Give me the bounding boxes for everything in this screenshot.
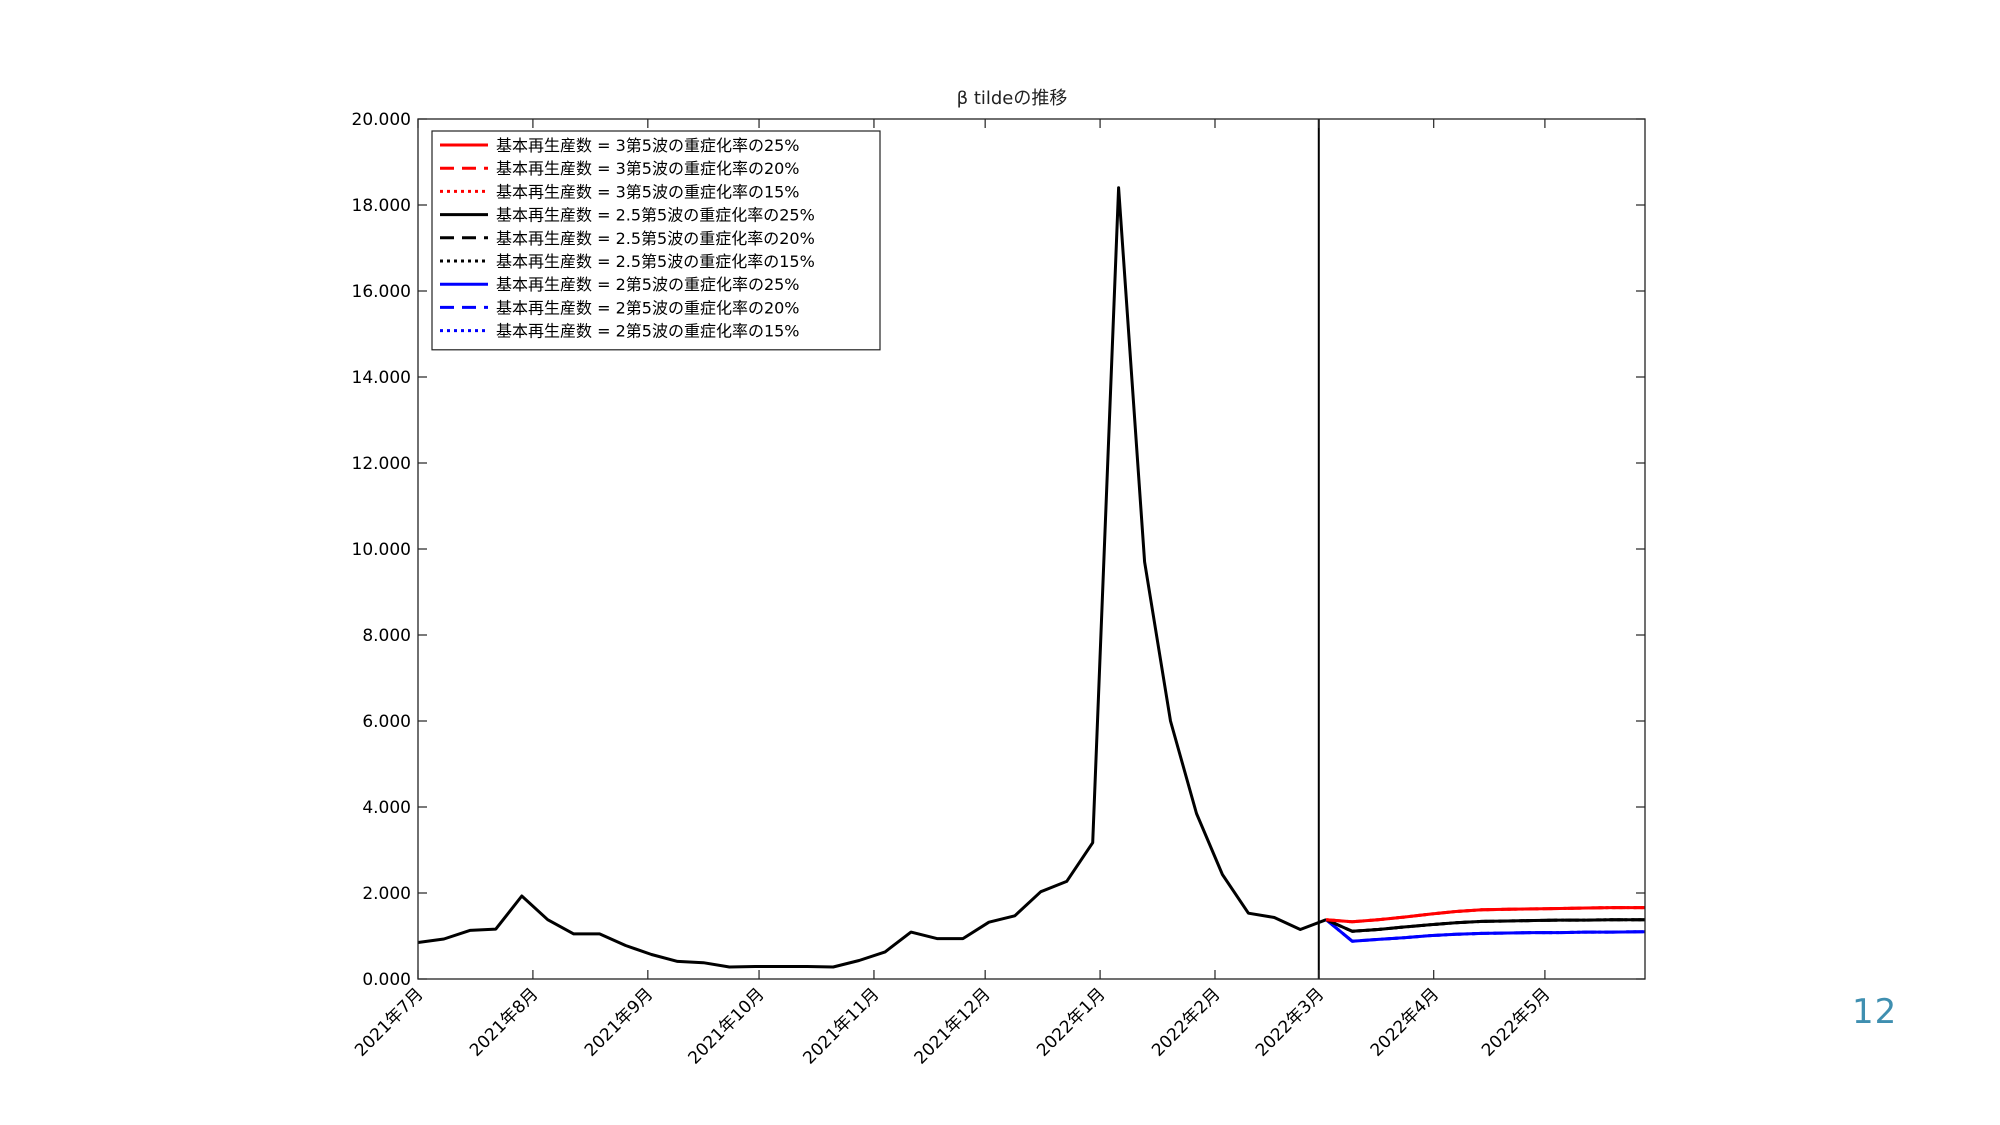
chart-title: β tildeの推移 [957, 88, 1068, 109]
y-tick-label-6: 12.000 [352, 454, 411, 474]
x-tick-label-0: 2021年7月 [351, 984, 427, 1060]
x-tick-label-4: 2021年11月 [799, 984, 883, 1068]
legend-label-1: 基本再生産数 = 3第5波の重症化率の25% [496, 136, 800, 155]
y-tick-label-9: 18.000 [352, 196, 411, 216]
y-tick-label-10: 20.000 [352, 110, 411, 130]
x-tick-label-8: 2022年3月 [1252, 984, 1328, 1060]
x-tick-label-2: 2021年9月 [581, 984, 657, 1060]
y-tick-label-4: 8.000 [362, 626, 411, 646]
x-tick-label-9: 2022年4月 [1367, 984, 1443, 1060]
y-tick-label-5: 10.000 [352, 540, 411, 560]
legend-label-7: 基本再生産数 = 2第5波の重症化率の25% [496, 275, 800, 294]
x-tick-label-6: 2022年1月 [1033, 984, 1109, 1060]
x-tick-label-5: 2021年12月 [911, 984, 995, 1068]
x-tick-label-1: 2021年8月 [466, 984, 542, 1060]
legend-box [431, 130, 881, 351]
legend-label-9: 基本再生産数 = 2第5波の重症化率の15% [496, 322, 800, 341]
legend-label-2: 基本再生産数 = 3第5波の重症化率の20% [496, 159, 800, 178]
forecast-line-4 [1325, 918, 1645, 933]
x-tick-label-10: 2022年5月 [1478, 984, 1554, 1060]
legend-label-3: 基本再生産数 = 3第5波の重症化率の15% [496, 182, 800, 201]
legend-label-4: 基本再生産数 = 2.5第5波の重症化率の25% [496, 206, 815, 225]
y-tick-label-3: 6.000 [362, 712, 411, 732]
legend-label-5: 基本再生産数 = 2.5第5波の重症化率の20% [496, 229, 815, 248]
legend-label-8: 基本再生産数 = 2第5波の重症化率の20% [496, 298, 800, 317]
page-number: 12 [1852, 992, 1898, 1032]
legend-label-6: 基本再生産数 = 2.5第5波の重症化率の15% [496, 252, 815, 271]
forecast-line-1 [1326, 906, 1645, 924]
plot-area [417, 119, 1646, 979]
legend: 基本再生産数 = 3第5波の重症化率の25% 基本再生産数 = 3第5波の重症化率… [431, 130, 881, 351]
y-tick-label-2: 4.000 [362, 798, 411, 818]
forecast-line-7 [1325, 918, 1646, 943]
y-tick-label-1: 2.000 [362, 884, 411, 904]
y-tick-label-8: 16.000 [352, 282, 411, 302]
history-line [417, 186, 1327, 969]
x-tick-label-3: 2021年10月 [684, 984, 768, 1068]
x-tick-label-7: 2022年2月 [1148, 984, 1224, 1060]
y-tick-label-0: 0.000 [362, 970, 411, 990]
y-tick-label-7: 14.000 [352, 368, 411, 388]
